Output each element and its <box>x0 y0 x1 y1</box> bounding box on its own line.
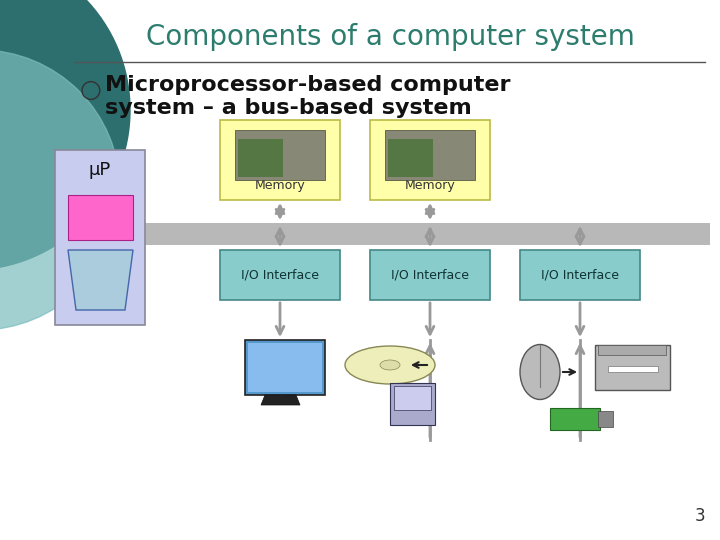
Text: ○: ○ <box>80 78 102 102</box>
Text: μP: μP <box>89 161 111 179</box>
FancyBboxPatch shape <box>520 250 640 300</box>
Text: I/O Interface: I/O Interface <box>391 268 469 281</box>
Ellipse shape <box>380 360 400 370</box>
FancyBboxPatch shape <box>55 223 710 245</box>
FancyBboxPatch shape <box>388 139 433 177</box>
Text: Components of a computer system: Components of a computer system <box>145 23 634 51</box>
FancyBboxPatch shape <box>390 383 435 425</box>
FancyBboxPatch shape <box>598 411 613 427</box>
FancyBboxPatch shape <box>595 345 670 390</box>
Ellipse shape <box>520 345 560 400</box>
FancyBboxPatch shape <box>394 386 431 410</box>
FancyBboxPatch shape <box>370 120 490 200</box>
Text: Memory: Memory <box>405 179 455 192</box>
Text: system – a bus-based system: system – a bus-based system <box>105 98 472 118</box>
FancyBboxPatch shape <box>370 250 490 300</box>
Ellipse shape <box>345 346 435 384</box>
FancyBboxPatch shape <box>220 250 340 300</box>
Text: 3: 3 <box>694 507 705 525</box>
FancyBboxPatch shape <box>385 130 475 180</box>
Text: I/O Interface: I/O Interface <box>541 268 619 281</box>
Text: Microprocessor-based computer: Microprocessor-based computer <box>105 75 510 95</box>
Text: Memory: Memory <box>255 179 305 192</box>
FancyBboxPatch shape <box>238 139 283 177</box>
Polygon shape <box>280 395 285 404</box>
Text: I/O Interface: I/O Interface <box>241 268 319 281</box>
FancyBboxPatch shape <box>598 345 666 355</box>
FancyBboxPatch shape <box>220 120 340 200</box>
FancyBboxPatch shape <box>245 340 325 395</box>
FancyBboxPatch shape <box>248 343 322 392</box>
FancyBboxPatch shape <box>235 130 325 180</box>
Circle shape <box>0 50 120 330</box>
FancyBboxPatch shape <box>608 366 658 372</box>
Polygon shape <box>261 395 300 405</box>
Circle shape <box>0 0 130 270</box>
FancyBboxPatch shape <box>550 408 600 430</box>
Polygon shape <box>68 250 133 310</box>
FancyBboxPatch shape <box>55 150 145 325</box>
FancyBboxPatch shape <box>68 195 133 240</box>
